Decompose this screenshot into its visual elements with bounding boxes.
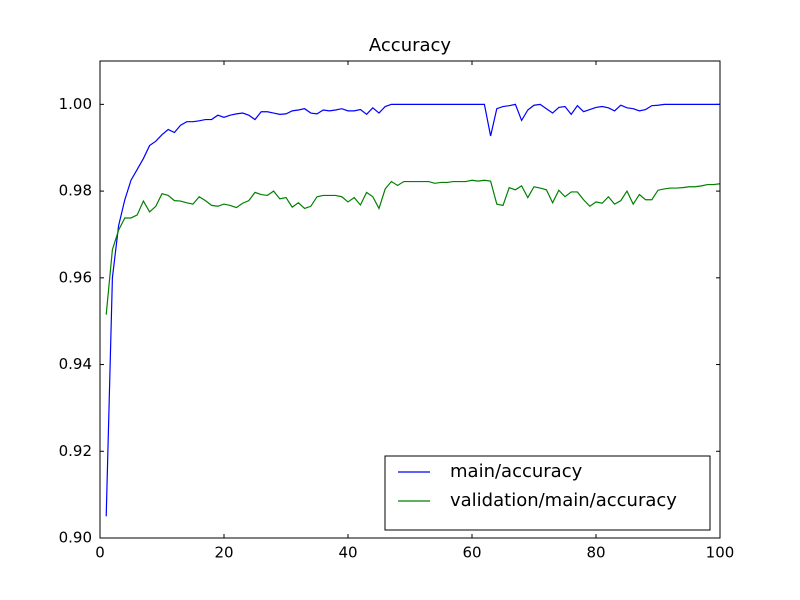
y-tick-label: 0.92 — [59, 442, 92, 460]
plot-frame — [99, 60, 721, 539]
legend-box — [384, 455, 711, 531]
y-tick-label: 1.00 — [59, 95, 92, 113]
y-tick-label: 0.94 — [59, 355, 92, 373]
legend-label: validation/main/accuracy — [450, 490, 677, 511]
x-tick-label: 80 — [586, 544, 605, 562]
x-tick-label: 40 — [338, 544, 357, 562]
chart-title: Accuracy — [369, 35, 452, 56]
y-tick-label: 0.98 — [59, 182, 92, 200]
x-tick-label: 60 — [462, 544, 481, 562]
x-tick-label: 100 — [706, 544, 735, 562]
legend-label: main/accuracy — [450, 461, 583, 482]
line-series — [105, 179, 721, 315]
x-tick-label: 0 — [95, 544, 105, 562]
y-tick-label: 0.96 — [59, 268, 92, 286]
line-series — [105, 103, 720, 517]
x-tick-label: 20 — [214, 544, 233, 562]
y-tick-label: 0.90 — [59, 529, 92, 547]
